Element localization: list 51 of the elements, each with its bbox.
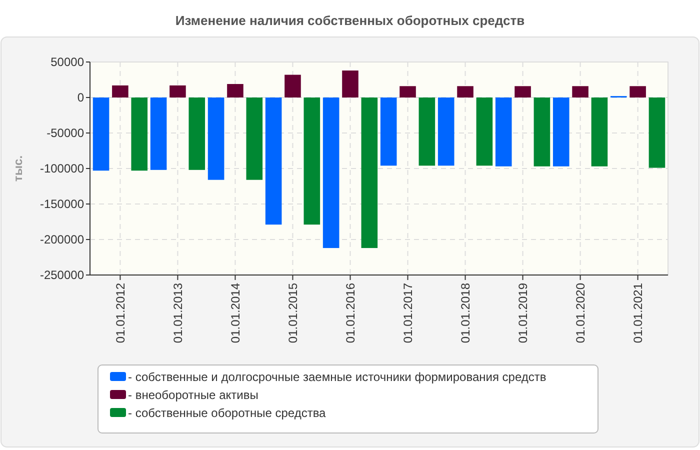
bar	[476, 98, 493, 166]
bar	[170, 85, 186, 98]
bar	[591, 98, 608, 166]
x-tick-label: 01.01.2019	[516, 282, 530, 344]
bar	[495, 98, 512, 166]
bar	[227, 84, 244, 98]
x-tick-label: 01.01.2018	[458, 282, 472, 344]
bar	[552, 98, 570, 166]
bar	[380, 98, 397, 166]
y-axis-title: тыс.	[11, 155, 25, 182]
bar	[572, 86, 588, 98]
chart-title: Изменение наличия собственных оборотных средств	[175, 13, 525, 28]
bar	[457, 86, 474, 98]
bar	[246, 98, 263, 180]
x-tick-label: 01.01.2014	[228, 282, 242, 344]
bar	[150, 98, 167, 170]
y-tick-label: -150000	[40, 197, 84, 212]
x-tick-label: 01.01.2015	[286, 282, 300, 344]
legend-label: - внеоборотные активы	[128, 388, 258, 402]
y-tick-label: 0	[77, 90, 84, 105]
y-tick-label: -250000	[40, 268, 84, 282]
x-tick-label: 01.01.2021	[631, 282, 646, 344]
legend-label: - собственные оборотные средства	[128, 406, 326, 420]
bar	[92, 98, 110, 171]
bar	[284, 74, 301, 98]
y-tick-label: -100000	[40, 162, 84, 176]
bar	[534, 98, 550, 166]
bar	[112, 85, 128, 98]
bar	[304, 98, 320, 225]
y-tick-label: -50000	[46, 126, 84, 140]
bar	[418, 98, 436, 166]
bar	[648, 98, 666, 168]
bar	[342, 70, 358, 98]
x-tick-label: 01.01.2020	[573, 282, 588, 344]
bar	[400, 86, 416, 98]
x-tick-label: 01.01.2017	[400, 282, 415, 344]
x-tick-label: 01.01.2012	[113, 282, 128, 344]
bar	[630, 86, 646, 98]
bar	[188, 98, 206, 170]
y-tick-label: 50000	[50, 55, 84, 70]
y-tick-label: -200000	[40, 232, 84, 247]
bar	[514, 86, 531, 98]
bar	[265, 98, 282, 225]
x-tick-label: 01.01.2013	[170, 282, 185, 344]
bar	[208, 98, 224, 180]
bar	[131, 98, 148, 171]
bar	[438, 98, 454, 166]
legend-label: - собственные и долгосрочные заемные источники формирования средств	[128, 370, 546, 384]
bar	[322, 98, 340, 248]
x-tick-label: 01.01.2016	[343, 282, 358, 344]
bar	[361, 98, 378, 248]
